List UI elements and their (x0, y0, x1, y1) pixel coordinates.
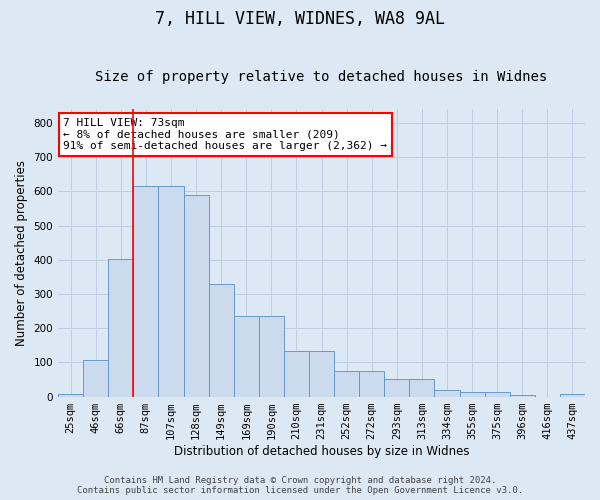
Bar (384, 380, 409, 396)
Bar (409, 380, 434, 396)
Bar (209, 284, 233, 397)
Bar (309, 351, 334, 397)
Text: Contains HM Land Registry data © Crown copyright and database right 2024.
Contai: Contains HM Land Registry data © Crown c… (77, 476, 523, 495)
Bar (359, 370, 384, 396)
Text: 7 HILL VIEW: 73sqm
← 8% of detached houses are smaller (209)
91% of semi-detache: 7 HILL VIEW: 73sqm ← 8% of detached hous… (64, 118, 388, 151)
Bar (460, 392, 485, 396)
Bar (560, 394, 585, 396)
Title: Size of property relative to detached houses in Widnes: Size of property relative to detached ho… (95, 70, 548, 85)
Bar (184, 195, 209, 396)
Bar (83, 360, 108, 397)
Bar (334, 370, 359, 396)
Bar (133, 186, 158, 396)
Bar (284, 351, 309, 397)
Bar (434, 390, 460, 396)
Y-axis label: Number of detached properties: Number of detached properties (15, 160, 28, 346)
Bar (233, 316, 259, 396)
Bar (485, 392, 510, 396)
Text: 7, HILL VIEW, WIDNES, WA8 9AL: 7, HILL VIEW, WIDNES, WA8 9AL (155, 10, 445, 28)
Bar (158, 186, 184, 396)
Bar (108, 258, 133, 396)
Bar (58, 394, 83, 396)
X-axis label: Distribution of detached houses by size in Widnes: Distribution of detached houses by size … (174, 444, 469, 458)
Bar (510, 395, 535, 396)
Bar (259, 316, 284, 396)
